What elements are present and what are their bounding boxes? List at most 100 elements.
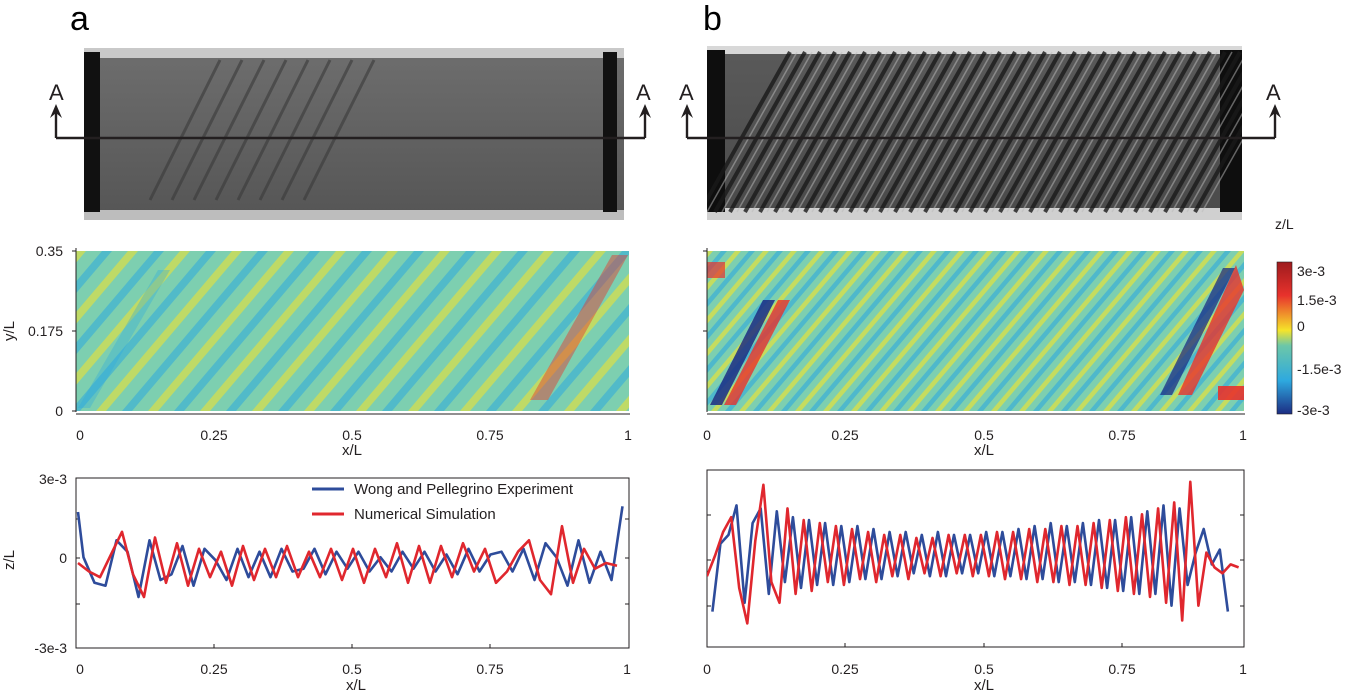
photo-wrinkle [736,51,828,213]
photo-wrinkle [953,51,1047,213]
heatmap-band [278,251,424,411]
heatmap-band [76,251,138,324]
heatmap-band [725,251,867,411]
section-label: A [679,80,694,105]
x-tick-label: 0.25 [200,661,227,677]
heatmap-band [304,251,450,411]
arrow-icon [50,104,62,118]
photo-wrinkle [258,59,332,201]
heatmap-band [1243,409,1244,411]
y-tick-label: 0.175 [28,323,63,339]
heatmap-feature [530,255,628,400]
heatmap-band [795,251,937,411]
photo-wrinkle [1066,51,1158,213]
photo-wrinkle [938,51,1032,213]
arrow-icon [639,104,651,118]
heatmap-band [512,273,629,411]
photo-wrinkle [1043,51,1137,213]
heatmap-b [703,248,1245,415]
heatmap-band [1075,251,1217,411]
heatmap-band [200,251,346,411]
heatmap-band [1061,251,1203,411]
x-axis-label: x/L [346,677,366,694]
photo-wrinkle [1036,51,1128,213]
x-axis-label: x/L [974,677,994,694]
heatmap-band [865,251,1007,411]
section-label: A [636,80,651,105]
colorbar-tick: 0 [1297,318,1305,334]
heatmap-band [837,251,979,411]
heatmap-band [879,251,1021,411]
photo-wrinkle [721,51,813,213]
arrow-icon [681,104,693,118]
photo-wrinkle [1096,51,1188,213]
heatmap-feature [1218,386,1244,400]
photo-wrinkle [1193,124,1242,213]
x-tick-label: 1 [623,661,631,677]
colorbar-tick: -1.5e-3 [1297,361,1342,377]
photo-wrinkle [818,51,912,213]
photo-wrinkle [961,51,1053,213]
heatmap-band [707,251,713,259]
x-tick-label: 1 [624,427,632,443]
photo-panel-a [84,48,624,220]
line-plot-b-axes [706,469,1245,648]
x-tick-label: 0 [703,427,711,443]
photo-wrinkle [743,51,837,213]
photo-wrinkle [796,51,888,213]
photo-wrinkle [781,51,873,213]
photo-wrinkle [811,51,903,213]
photo-wrinkle [302,59,376,201]
heatmap-band [781,251,923,411]
heatmap-band [564,334,629,411]
photo-wrinkle [707,51,792,204]
heatmap-band [252,251,398,411]
photo-wrinkle [1081,51,1173,213]
photo-wrinkle [713,51,807,213]
heatmap-band [1033,251,1175,411]
heatmap-band [538,303,629,411]
photo-wrinkle [773,51,867,213]
photo-wrinkle [863,51,957,213]
heatmap-band [330,251,476,411]
colorbar-title: z/L [1275,216,1294,232]
heatmap-feature [1178,265,1244,395]
x-tick-label: 0 [76,427,84,443]
heatmap-band [1089,251,1231,411]
heatmap-band [96,251,242,411]
heatmap-band [963,251,1105,411]
heatmap-band [935,251,1077,411]
heatmap-band [148,251,294,411]
photo-wrinkle [1178,97,1242,213]
x-tick-label: 0.5 [342,427,362,443]
x-tick-label: 0.5 [974,661,994,677]
photo-wrinkle [976,51,1068,213]
y-tick-label: 3e-3 [39,471,67,487]
photo-wrinkle [893,51,987,213]
photo-wrinkle [1126,51,1218,213]
heatmap-band [753,251,895,411]
heatmap-feature [710,300,775,405]
heatmap-band [707,251,797,357]
colorbar-tick: -3e-3 [1297,402,1330,418]
photo-wrinkle [901,51,993,213]
x-tick-label: 0 [76,661,84,677]
photo-wrinkle [766,51,858,213]
heatmap-band [977,251,1119,411]
photo-wrinkle [1013,51,1107,213]
x-tick-label: 0.75 [1108,661,1135,677]
heatmap-feature [1160,268,1235,395]
photo-wrinkle [1141,51,1233,213]
photo-wrinkle [991,51,1083,213]
arrow-icon [1269,104,1281,118]
photo-wrinkle [751,51,843,213]
heatmap-band [356,251,502,411]
heatmap-band [76,251,164,355]
heatmap-band [1005,251,1147,411]
photo-wrinkle [728,51,822,213]
legend-label: Numerical Simulation [354,506,496,523]
photo-wrinkle [170,59,244,201]
heatmap-feature [78,270,170,408]
photo-wrinkle [826,51,918,213]
